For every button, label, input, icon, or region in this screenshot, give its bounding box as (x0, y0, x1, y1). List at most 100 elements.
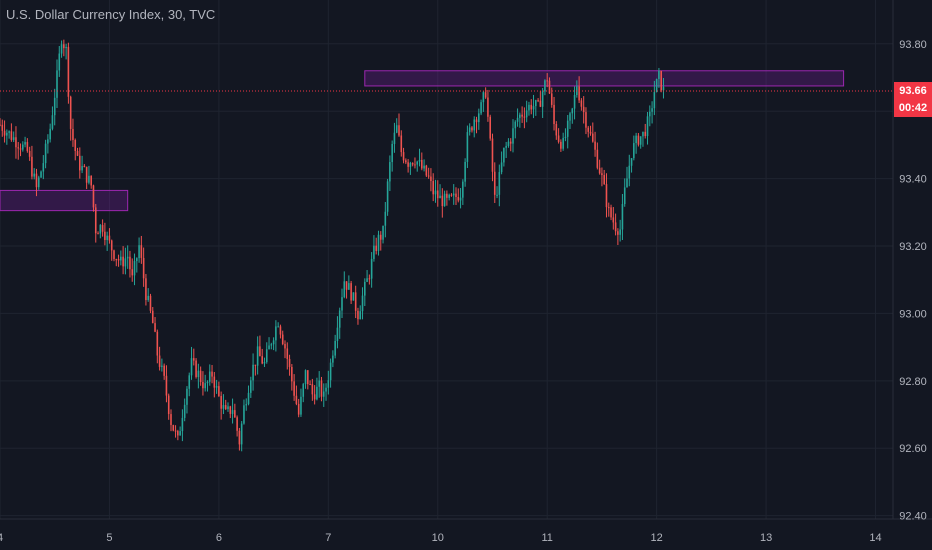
candle-body-down (603, 175, 605, 185)
candle-body-up (443, 193, 446, 207)
candle-body-down (427, 175, 430, 177)
candle-body-down (405, 160, 407, 163)
candle-body-down (10, 131, 13, 140)
candle-body-down (345, 281, 348, 290)
candle-body-up (535, 100, 537, 107)
candle-body-down (350, 283, 352, 301)
candle-body-down (151, 310, 154, 324)
candle-body-down (293, 381, 295, 396)
candle-body-up (528, 104, 530, 111)
resistance-zone (364, 70, 845, 87)
candle-body-down (421, 159, 423, 169)
candle-body-up (507, 141, 510, 146)
candle-body-up (649, 111, 651, 117)
candle-body-up (621, 204, 624, 230)
candle-body-up (391, 143, 393, 163)
candle-body-up (434, 190, 437, 195)
candle-body-down (220, 396, 222, 409)
candle-body-down (589, 131, 592, 134)
candle-body-up (382, 225, 384, 240)
candle-body-down (35, 173, 38, 188)
candle-body-down (259, 346, 261, 357)
candle-body-up (389, 162, 391, 182)
candle-body-down (170, 414, 172, 426)
candle-body-up (204, 383, 206, 389)
candle-body-up (33, 173, 35, 177)
candle-body-down (509, 141, 512, 144)
price-tick-label: 92.80 (899, 376, 927, 388)
candle-body-down (379, 234, 382, 240)
candle-body-up (478, 113, 480, 123)
candle-body-down (202, 381, 204, 389)
candle-body-down (1, 124, 4, 131)
grid-lines (0, 0, 893, 519)
candle-body-up (439, 195, 441, 199)
candle-series[interactable] (0, 39, 665, 452)
candle-body-down (617, 231, 619, 235)
candle-body-down (471, 127, 473, 131)
candle-body-down (149, 295, 152, 311)
candle-body-up (635, 135, 637, 144)
candle-body-down (167, 395, 170, 415)
candle-body-down (172, 425, 175, 431)
candle-body-down (129, 256, 131, 270)
candle-body-up (190, 358, 193, 376)
candle-body-up (8, 131, 10, 133)
candle-body-down (432, 180, 434, 195)
candle-body-down (441, 195, 444, 207)
candle-body-down (3, 130, 6, 136)
candle-body-down (211, 371, 213, 377)
candle-body-down (587, 127, 590, 132)
candle-body-up (386, 181, 389, 212)
candle-body-down (637, 135, 640, 145)
candle-body-up (161, 365, 163, 367)
candle-body-up (651, 108, 653, 112)
candle-body-down (560, 141, 562, 149)
candle-body-down (414, 164, 416, 166)
candle-body-up (409, 163, 412, 167)
candle-body-up (564, 136, 567, 138)
candle-body-down (446, 193, 448, 198)
candle-body-down (455, 193, 457, 198)
candle-body-up (47, 139, 49, 144)
candle-body-down (279, 326, 282, 335)
time-tick-label: 4 (0, 532, 3, 544)
candle-body-up (51, 115, 54, 129)
candle-body-up (256, 346, 259, 366)
candle-body-down (596, 149, 599, 168)
time-tick-label: 5 (106, 532, 112, 544)
candle-body-down (307, 370, 309, 385)
candle-body-down (537, 100, 539, 102)
candle-body-up (646, 116, 649, 137)
candle-body-down (15, 137, 17, 148)
candle-body-down (83, 166, 86, 168)
candle-body-down (117, 259, 120, 261)
candle-body-down (156, 331, 159, 356)
candle-body-up (370, 258, 373, 279)
candle-body-down (0, 124, 1, 126)
time-axis[interactable]: 4 5 6 7 10 11 12 13 14 (0, 532, 882, 544)
candle-body-down (113, 250, 115, 260)
candle-body-down (69, 96, 72, 129)
candle-body-down (140, 245, 143, 258)
candle-body-down (320, 380, 323, 397)
candle-body-up (206, 381, 209, 384)
candle-body-down (177, 431, 179, 436)
candle-body-up (348, 283, 350, 290)
candle-body-down (297, 403, 300, 415)
candle-body-up (327, 380, 330, 388)
candle-body-down (407, 162, 409, 167)
candle-body-up (642, 131, 644, 137)
price-tick-label: 92.40 (899, 511, 927, 523)
candle-body-up (322, 391, 325, 397)
candle-body-down (115, 259, 118, 261)
time-tick-label: 14 (869, 532, 881, 544)
candle-body-down (17, 147, 20, 149)
candle-body-down (163, 365, 165, 376)
candle-body-up (512, 128, 514, 144)
candle-body-up (541, 91, 544, 107)
candle-body-down (555, 124, 558, 136)
candle-body-up (480, 102, 482, 114)
candle-body-up (6, 132, 8, 136)
